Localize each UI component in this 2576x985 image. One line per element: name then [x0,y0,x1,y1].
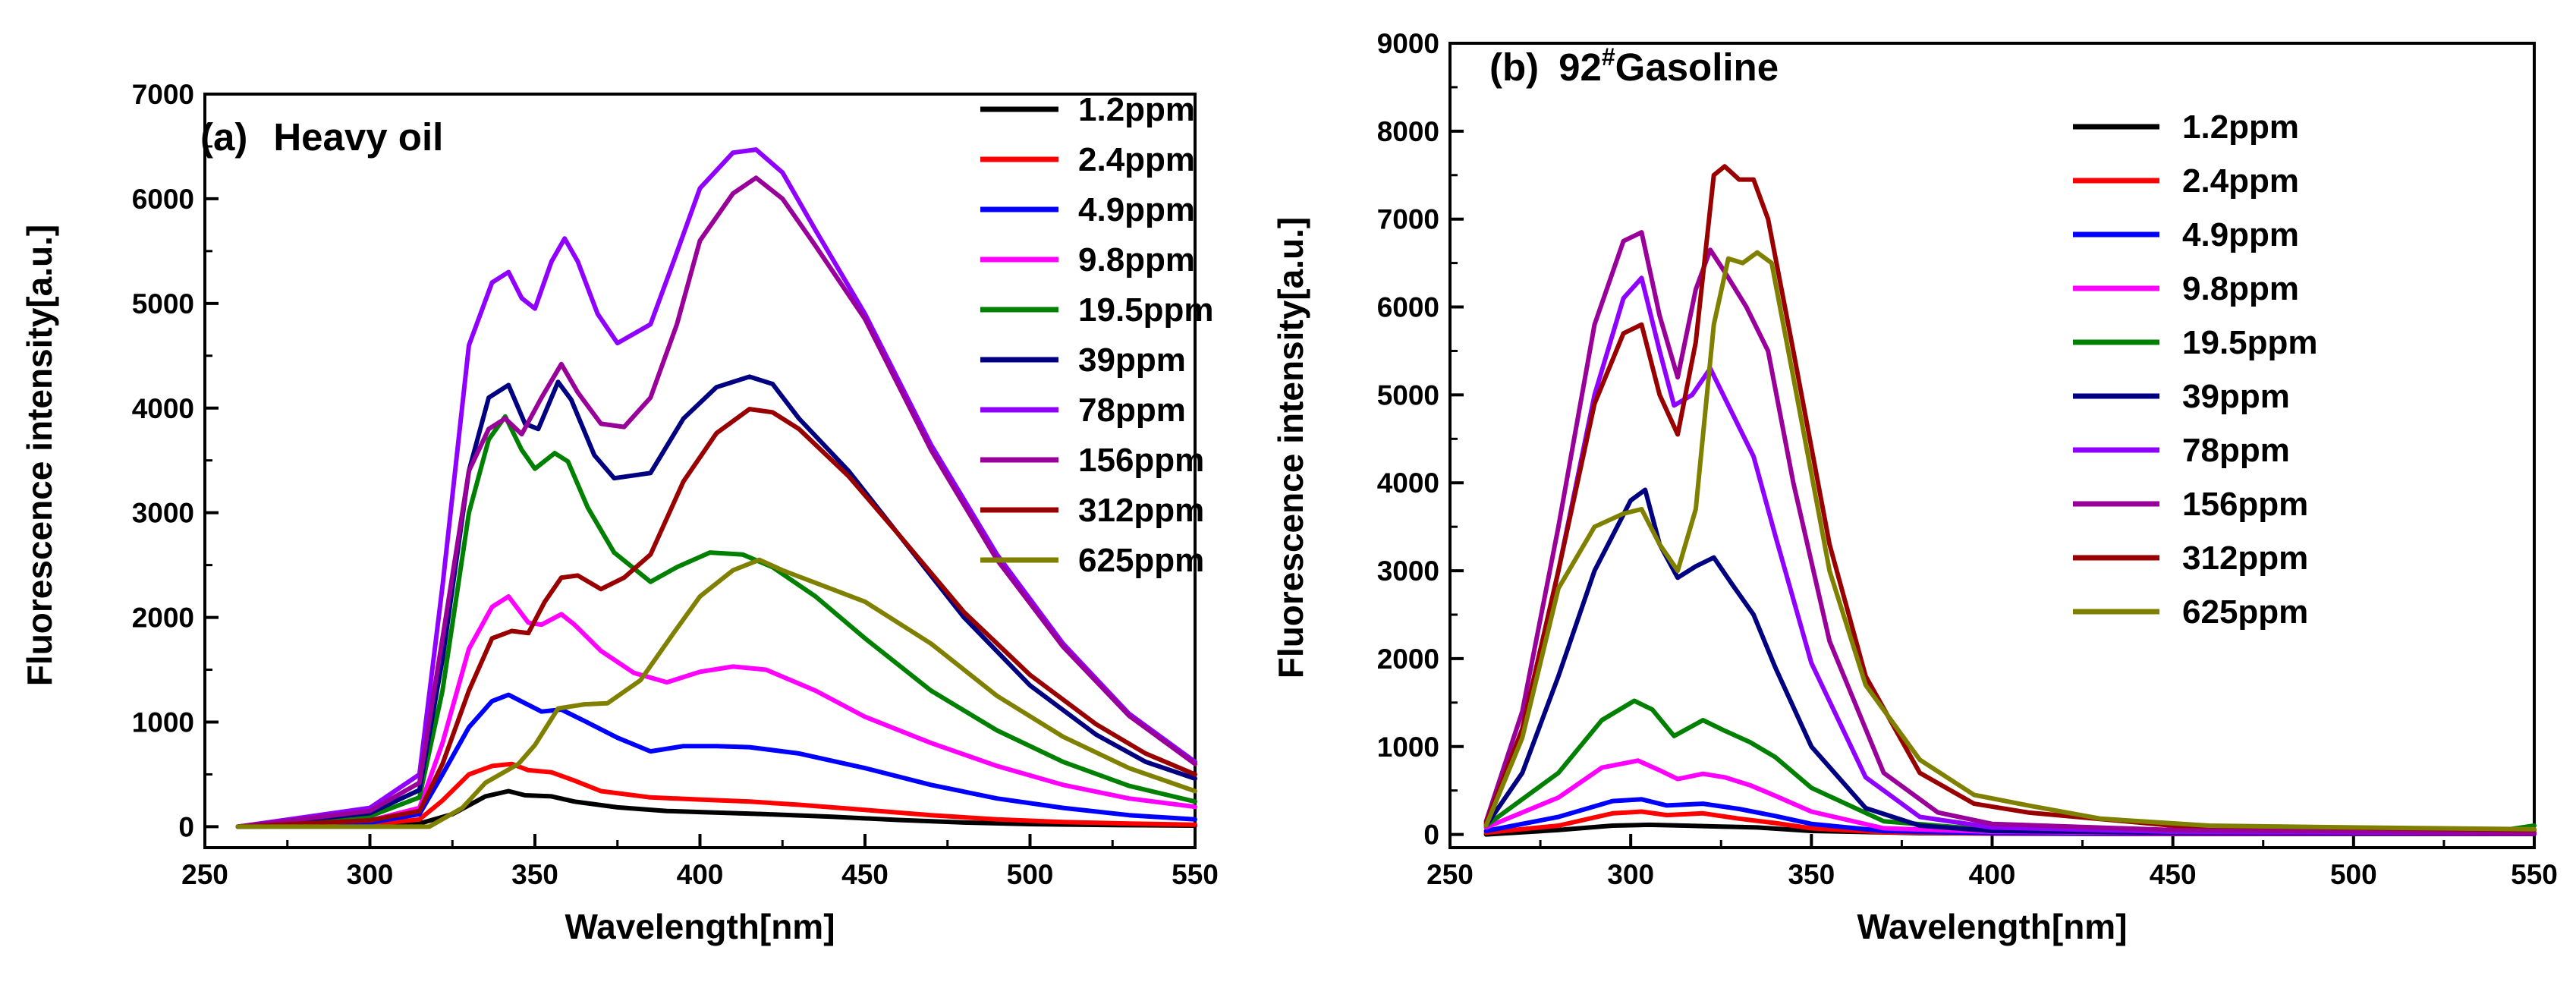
legend-label: 156ppm [1078,442,1204,479]
x-tick-label: 350 [511,859,558,890]
y-tick-label: 7000 [132,79,194,110]
x-tick-label: 350 [1788,859,1835,890]
legend-label: 19.5ppm [1078,291,1214,329]
legend-label: 39ppm [2182,378,2290,415]
x-tick-label: 400 [1969,859,2016,890]
y-tick-label: 5000 [132,288,194,319]
panel-label: (a) [200,115,247,159]
y-tick-label: 7000 [1377,204,1439,235]
x-tick-label: 550 [1172,859,1219,890]
y-tick-label: 2000 [132,603,194,634]
x-tick-label: 550 [2511,859,2558,890]
series-line-156ppm [235,175,1197,829]
legend: 1.2ppm 2.4ppm 4.9ppm 9.8ppm 19.5ppm 39ppm 78pp… [980,91,1214,579]
panel-title-suffix: Gasoline [1615,46,1779,89]
y-tick-label: 4000 [1377,467,1439,499]
legend-label: 625ppm [2182,593,2308,631]
panel-title-number: 92 [1558,46,1602,89]
x-tick-label: 450 [2150,859,2197,890]
legend-label: 1.2ppm [2182,109,2299,146]
panel-title-superscript: # [1602,43,1615,71]
panel-label: (b) [1489,46,1539,89]
y-tick-label: 1000 [1377,732,1439,763]
y-tick-label: 2000 [1377,644,1439,675]
panel-title: (a) Heavy oil [200,115,443,159]
y-tick-label: 6000 [132,184,194,215]
series-line-156ppm [1483,230,2537,836]
series-line-78ppm [235,147,1197,829]
series-line-9-8ppm [1483,758,2537,836]
x-axis-title: Wavelength[nm] [565,907,835,946]
x-tick-label: 250 [181,859,228,890]
panel-title-text: Heavy oil [273,115,443,159]
series-line-4-9ppm [235,692,1197,829]
y-tick-label: 8000 [1377,116,1439,147]
x-tick-label: 450 [841,859,889,890]
series-line-9-8ppm [235,594,1197,829]
x-tick-label: 250 [1426,859,1474,890]
y-tick-label: 3000 [132,498,194,529]
y-axis-title: Fluorescence intensity[a.u.] [1271,217,1310,678]
series-line-39ppm [235,374,1197,829]
y-tick-label: 6000 [1377,292,1439,323]
y-tick-label: 0 [178,811,194,842]
legend-label: 2.4ppm [2182,162,2299,200]
legend-label: 312ppm [2182,540,2308,577]
series-line-78ppm [1483,275,2537,836]
x-tick-label: 500 [1007,859,1054,890]
y-axis-title: Fluorescence intensity[a.u.] [20,225,59,686]
legend-label: 9.8ppm [2182,270,2299,307]
chart-panel-b: 250 300 350 400 450 500 550 0 1000 2000 3000 4000 50… [1271,28,2558,946]
legend-label: 78ppm [2182,432,2290,469]
legend-label: 312ppm [1078,492,1204,529]
panel-title: (b) 92#Gasoline [1489,43,1779,89]
y-tick-label: 5000 [1377,379,1439,411]
legend-label: 9.8ppm [1078,241,1195,279]
series-line-625ppm [235,557,1197,829]
legend-label: 2.4ppm [1078,141,1195,178]
x-tick-label: 300 [347,859,394,890]
x-tick-label: 400 [677,859,724,890]
x-axis-title: Wavelength[nm] [1857,907,2127,946]
legend-label: 625ppm [1078,542,1204,579]
y-tick-label: 1000 [132,707,194,738]
legend-label: 78ppm [1078,392,1186,429]
y-tick-label: 4000 [132,393,194,424]
legend-label: 4.9ppm [2182,216,2299,253]
legend-label: 1.2ppm [1078,91,1195,128]
series-line-625ppm [1483,250,2537,832]
series-line-312ppm [1483,164,2537,832]
chart-panel-a: 250 300 350 400 450 500 550 0 1000 2000 3000 4000 50… [20,79,1219,946]
legend: 1.2ppm 2.4ppm 4.9ppm 9.8ppm 19.5ppm 39ppm 78pp… [2073,109,2318,631]
y-tick-label: 0 [1423,820,1439,851]
series-line-19-5ppm [235,414,1197,829]
series-line-39ppm [1483,487,2537,836]
plot-frame [1448,42,2536,849]
legend-label: 19.5ppm [2182,324,2318,361]
legend-label: 156ppm [2182,486,2308,523]
x-tick-label: 500 [2330,859,2377,890]
x-tick-label: 300 [1607,859,1654,890]
y-tick-label: 3000 [1377,555,1439,587]
y-tick-label: 9000 [1377,28,1439,59]
legend-label: 4.9ppm [1078,191,1195,228]
series-line-312ppm [235,407,1197,829]
series-line-2-4ppm [235,761,1197,829]
legend-label: 39ppm [1078,341,1186,379]
